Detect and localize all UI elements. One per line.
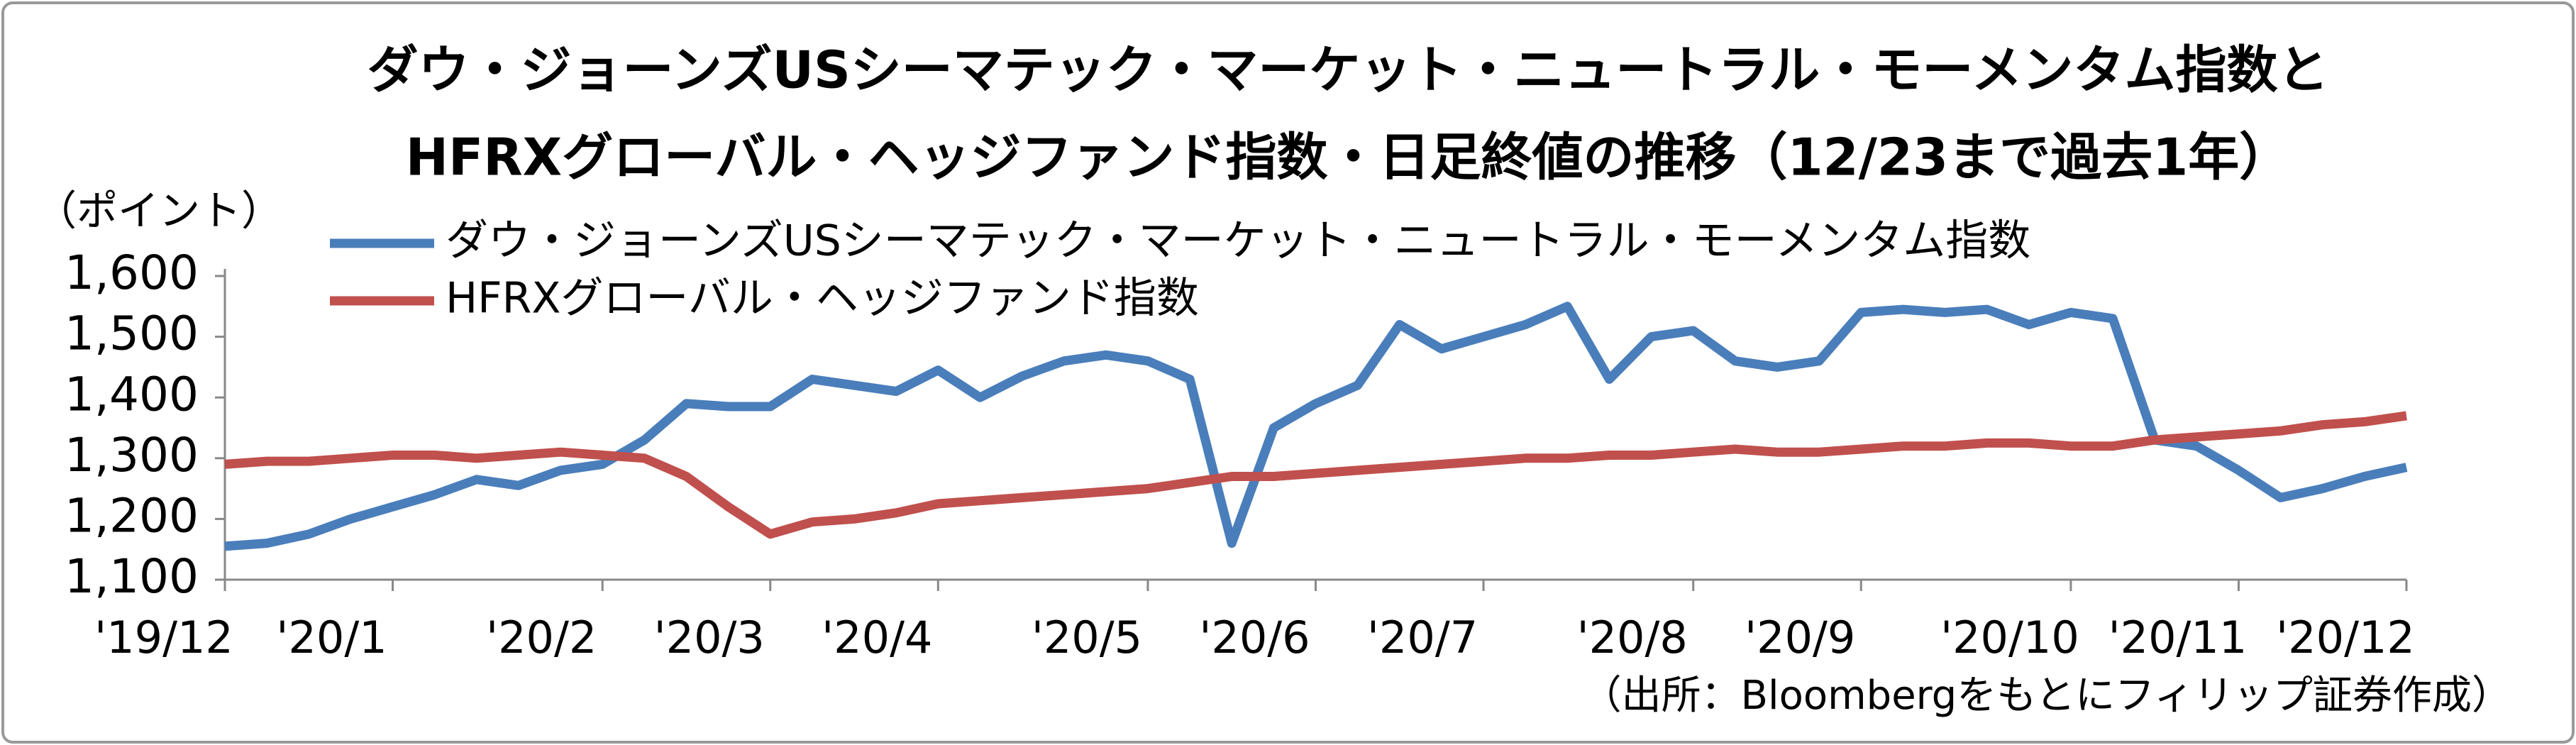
y-tick-label: 1,100 [65, 549, 199, 604]
y-axis-label: （ポイント） [35, 187, 282, 235]
series-line [224, 302, 2408, 551]
y-tick-label: 1,600 [65, 245, 199, 300]
x-tick-label: '20/10 [1940, 612, 2079, 663]
x-tick-label: '20/12 [2276, 612, 2415, 663]
x-tick-label: '20/9 [1745, 612, 1855, 663]
legend-label: ダウ・ジョーンズUSシーマテック・マーケット・ニュートラル・モーメンタム指数 [446, 216, 2030, 266]
x-tick-label: '20/2 [486, 612, 597, 663]
x-tick-label: '20/3 [654, 612, 765, 663]
series-line [224, 411, 2407, 539]
y-tick-label: 1,200 [65, 488, 199, 543]
x-tick-label: '20/5 [1032, 612, 1142, 663]
y-tick-label: 1,400 [65, 367, 199, 421]
x-tick-label: '20/6 [1199, 612, 1310, 663]
x-tick-label: '20/11 [2108, 612, 2248, 663]
y-tick-label: 1,500 [65, 307, 199, 361]
x-tick-label: '20/8 [1577, 612, 1688, 663]
chart-title: ダウ・ジョーンズUSシーマテック・マーケット・ニュートラル・モーメンタム指数と [367, 40, 2329, 100]
legend-label: HFRXグローバル・ヘッジファンド指数 [446, 274, 1199, 324]
source-note: （出所：Bloombergをもとにフィリップ証券作成） [1582, 673, 2511, 719]
chart-subtitle: HFRXグローバル・ヘッジファンド指数・日足終値の推移（12/23まで過去1年） [406, 128, 2290, 187]
x-tick-label: '20/7 [1367, 612, 1478, 663]
x-tick-label: '20/4 [822, 612, 932, 663]
x-tick-label: '20/1 [276, 612, 387, 663]
x-tick-label: '19/12 [94, 612, 233, 663]
y-tick-label: 1,300 [65, 428, 199, 482]
